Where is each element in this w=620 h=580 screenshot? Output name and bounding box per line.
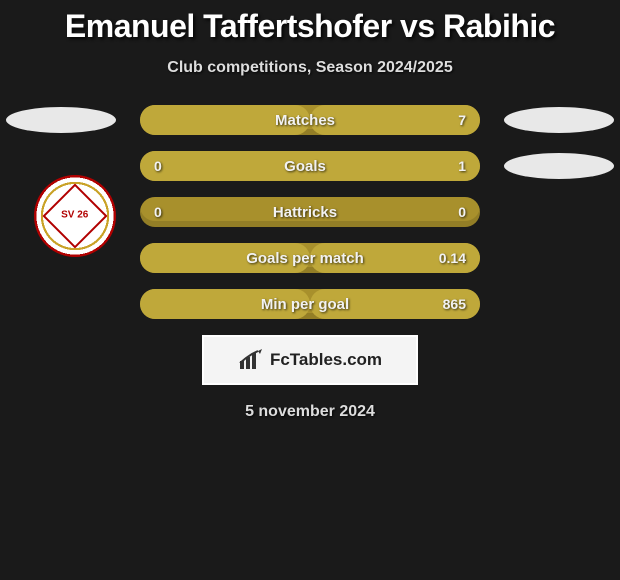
page-title: Emanuel Taffertshofer vs Rabihic: [0, 0, 620, 45]
stat-row: 0 Hattricks 0: [140, 197, 480, 227]
stat-value-right: 0: [426, 204, 466, 220]
stat-label: Matches: [184, 112, 426, 129]
stat-label: Min per goal: [184, 296, 426, 313]
brand-link[interactable]: FcTables.com: [202, 335, 418, 385]
comparison-panel: SV 26 Matches 7 0 Goals 1 0 Hattricks 0: [0, 105, 620, 421]
club-badge-text: SV 26: [61, 211, 88, 221]
stat-row: 0 Goals 1: [140, 151, 480, 181]
stat-row: Min per goal 865: [140, 289, 480, 319]
club-badge-inner: SV 26: [42, 183, 107, 248]
date-text: 5 november 2024: [0, 403, 620, 421]
player-right-slot-2: [504, 153, 614, 179]
club-badge-left: SV 26: [34, 175, 116, 257]
stat-value-right: 0.14: [426, 250, 466, 266]
chart-icon: [238, 349, 264, 371]
stat-value-left: 0: [154, 204, 184, 220]
brand-text: FcTables.com: [270, 350, 382, 370]
subtitle: Club competitions, Season 2024/2025: [0, 59, 620, 77]
stat-value-right: 7: [426, 112, 466, 128]
stat-label: Hattricks: [184, 204, 426, 221]
stat-value-left: 0: [154, 158, 184, 174]
stat-label: Goals per match: [184, 250, 426, 267]
stat-value-right: 1: [426, 158, 466, 174]
player-left-slot: [6, 107, 116, 133]
stat-row: Goals per match 0.14: [140, 243, 480, 273]
player-right-slot-1: [504, 107, 614, 133]
stat-row: Matches 7: [140, 105, 480, 135]
stat-value-right: 865: [426, 296, 466, 312]
stat-label: Goals: [184, 158, 426, 175]
stats-bars: Matches 7 0 Goals 1 0 Hattricks 0 Goals …: [140, 105, 480, 319]
